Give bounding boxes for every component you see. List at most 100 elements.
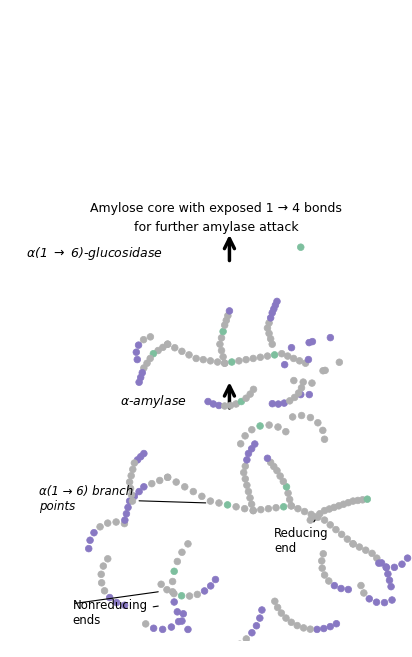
- Circle shape: [87, 537, 94, 543]
- Circle shape: [245, 450, 252, 457]
- Circle shape: [250, 386, 257, 393]
- Circle shape: [215, 500, 222, 507]
- Circle shape: [356, 544, 363, 551]
- Circle shape: [259, 606, 265, 614]
- Circle shape: [321, 572, 328, 578]
- Circle shape: [150, 350, 157, 357]
- Circle shape: [257, 615, 263, 622]
- Circle shape: [248, 426, 255, 433]
- Circle shape: [221, 648, 228, 654]
- Circle shape: [388, 583, 394, 590]
- Circle shape: [200, 356, 207, 363]
- Circle shape: [155, 347, 162, 354]
- Circle shape: [207, 357, 214, 364]
- Circle shape: [229, 645, 236, 652]
- Circle shape: [288, 619, 295, 625]
- Circle shape: [126, 479, 133, 486]
- Circle shape: [345, 586, 351, 593]
- Circle shape: [122, 517, 128, 524]
- Circle shape: [374, 555, 380, 562]
- Circle shape: [327, 334, 334, 341]
- Circle shape: [248, 629, 255, 636]
- Circle shape: [174, 608, 180, 615]
- Circle shape: [121, 602, 128, 608]
- Circle shape: [378, 560, 385, 566]
- Circle shape: [125, 504, 131, 510]
- Circle shape: [144, 360, 150, 367]
- Circle shape: [258, 507, 264, 513]
- Circle shape: [243, 635, 250, 643]
- Circle shape: [286, 496, 293, 503]
- Circle shape: [221, 322, 228, 328]
- Circle shape: [250, 507, 257, 514]
- Circle shape: [279, 350, 285, 357]
- Circle shape: [338, 585, 344, 592]
- Circle shape: [300, 625, 307, 631]
- Circle shape: [278, 610, 285, 616]
- Circle shape: [143, 621, 149, 627]
- Circle shape: [354, 497, 361, 504]
- Circle shape: [220, 353, 227, 360]
- Circle shape: [369, 550, 375, 556]
- Circle shape: [295, 505, 301, 512]
- Circle shape: [298, 384, 305, 391]
- Circle shape: [335, 503, 342, 509]
- Circle shape: [169, 589, 176, 595]
- Circle shape: [269, 341, 276, 348]
- Circle shape: [284, 353, 291, 359]
- Circle shape: [171, 590, 177, 597]
- Circle shape: [236, 357, 242, 364]
- Circle shape: [283, 428, 289, 435]
- Circle shape: [364, 496, 371, 503]
- Circle shape: [247, 391, 253, 397]
- Circle shape: [273, 505, 279, 511]
- Circle shape: [266, 422, 272, 428]
- Circle shape: [294, 622, 301, 629]
- Circle shape: [319, 565, 325, 572]
- Circle shape: [321, 436, 328, 443]
- Circle shape: [280, 503, 287, 510]
- Circle shape: [205, 398, 211, 405]
- Circle shape: [150, 625, 157, 631]
- Circle shape: [290, 377, 297, 384]
- Circle shape: [176, 618, 182, 625]
- Circle shape: [158, 581, 164, 587]
- Circle shape: [129, 466, 136, 472]
- Circle shape: [242, 463, 248, 470]
- Circle shape: [264, 325, 271, 331]
- Circle shape: [251, 441, 258, 447]
- Circle shape: [320, 367, 326, 374]
- Circle shape: [359, 497, 366, 503]
- Circle shape: [336, 359, 343, 365]
- Circle shape: [307, 517, 314, 524]
- Circle shape: [164, 341, 171, 348]
- Circle shape: [322, 367, 328, 374]
- Circle shape: [281, 361, 288, 368]
- Circle shape: [214, 359, 221, 365]
- Circle shape: [308, 511, 314, 518]
- Circle shape: [98, 571, 105, 578]
- Circle shape: [180, 610, 187, 617]
- Circle shape: [264, 455, 271, 462]
- Circle shape: [100, 563, 107, 570]
- Circle shape: [171, 344, 178, 351]
- Circle shape: [309, 380, 315, 386]
- Circle shape: [207, 583, 214, 589]
- Circle shape: [283, 484, 290, 490]
- Circle shape: [272, 302, 279, 309]
- Circle shape: [327, 623, 334, 630]
- Circle shape: [210, 401, 217, 407]
- Circle shape: [104, 520, 111, 526]
- Circle shape: [344, 535, 351, 543]
- Circle shape: [193, 355, 199, 362]
- Text: $\alpha$-amylase: $\alpha$-amylase: [120, 393, 187, 410]
- Circle shape: [197, 649, 203, 656]
- Circle shape: [201, 587, 208, 595]
- Circle shape: [309, 338, 316, 345]
- Circle shape: [221, 360, 228, 367]
- Circle shape: [215, 402, 222, 409]
- Circle shape: [285, 490, 291, 497]
- Circle shape: [277, 472, 283, 480]
- Circle shape: [181, 643, 187, 650]
- Circle shape: [241, 505, 248, 512]
